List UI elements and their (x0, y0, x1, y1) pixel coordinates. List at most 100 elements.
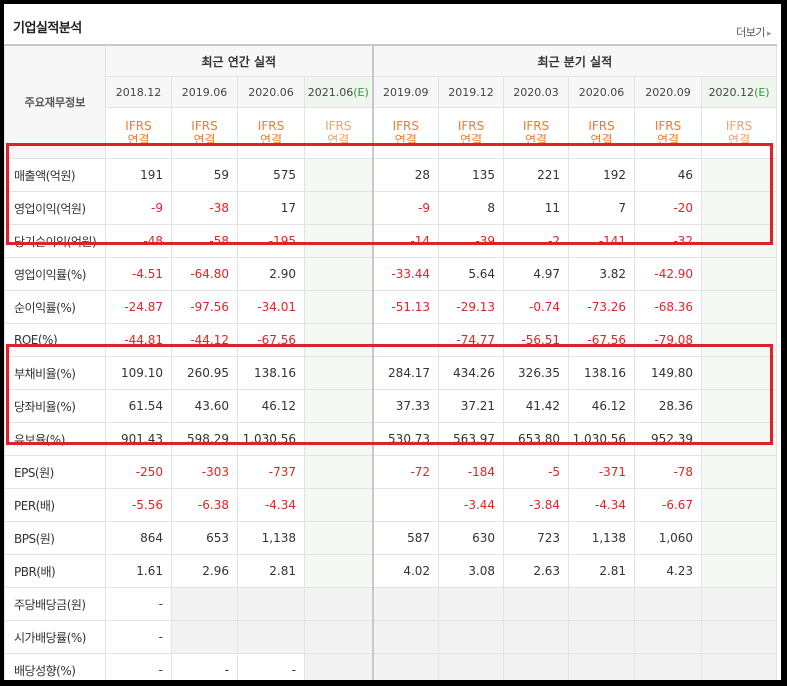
value-cell (701, 224, 778, 258)
row-label: PER(배) (4, 488, 106, 522)
period-header: 2019.06 (171, 76, 238, 108)
estimate-mark: (E) (353, 85, 369, 99)
value-cell: -3.84 (503, 488, 570, 522)
value-cell (701, 620, 778, 654)
value-cell (303, 389, 374, 423)
value-cell: -4.34 (237, 488, 305, 522)
value-cell: 3.08 (438, 554, 505, 588)
value-cell (303, 191, 374, 225)
value-cell: 7 (568, 191, 636, 225)
value-cell (503, 653, 570, 680)
row-label: 주당배당금(원) (4, 587, 106, 621)
value-cell: 28 (371, 158, 440, 192)
value-cell: -42.90 (634, 257, 703, 291)
period-header: 2020.03 (503, 76, 570, 108)
table-row: 시가배당률(%) - (4, 620, 778, 654)
ifrs-label: IFRS (125, 119, 152, 133)
value-cell (303, 521, 374, 555)
financial-table: 주요재무정보 최근 연간 실적 최근 분기 실적 2018.12 2019.06 2… (4, 44, 778, 680)
value-cell (303, 158, 374, 192)
period-label: 2019.12 (448, 85, 494, 99)
row-label: 순이익률(%) (4, 290, 106, 324)
value-cell: -6.67 (634, 488, 703, 522)
value-cell: -33.44 (371, 257, 440, 291)
financial-panel: 기업실적분석 더보기 ▸ 주요재무정보 최근 연간 실적 최근 분기 실적 201… (4, 4, 781, 680)
period-label: 2020.06 (578, 85, 625, 99)
ifrs-label: IFRS (588, 119, 615, 133)
row-label: ROE(%) (4, 323, 106, 357)
value-cell (701, 356, 778, 390)
value-cell: -4.51 (105, 257, 172, 291)
value-cell: 37.33 (371, 389, 440, 423)
row-label: EPS(원) (4, 455, 106, 489)
table-row: 당좌비율(%) 61.54 43.60 46.12 37.33 37.21 41.42 46.… (4, 389, 778, 423)
ifrs-label: IFRS (257, 119, 285, 133)
value-cell: -34.01 (237, 290, 305, 324)
value-cell (503, 587, 570, 621)
value-cell: -9 (105, 191, 172, 225)
value-cell (303, 455, 374, 489)
value-cell: -3.44 (438, 488, 505, 522)
value-cell: 326.35 (503, 356, 570, 390)
value-cell: -250 (105, 455, 172, 489)
row-label: 매출액(억원) (4, 158, 106, 192)
estimate-mark: (E) (754, 85, 770, 99)
value-cell: 864 (105, 521, 172, 555)
ifrs-label: IFRS (725, 119, 753, 133)
value-cell: 563.97 (438, 422, 505, 456)
value-cell (303, 653, 374, 680)
period-header: 2021.06(E) (303, 76, 374, 108)
value-cell (371, 620, 440, 654)
row-label: 유보율(%) (4, 422, 106, 456)
period-header: 2019.09 (371, 76, 440, 108)
value-cell (568, 620, 636, 654)
quarter-group-header: 최근 분기 실적 (371, 44, 778, 77)
value-cell: 37.21 (438, 389, 505, 423)
value-cell (701, 587, 778, 621)
ifrs-label: IFRS (191, 119, 218, 133)
row-label: 영업이익(억원) (4, 191, 106, 225)
value-cell (171, 620, 238, 654)
value-cell: 5.64 (438, 257, 505, 291)
ifrs-basis-header: IFRS 연결 (237, 107, 305, 159)
value-cell: 630 (438, 521, 505, 555)
value-cell (303, 422, 374, 456)
value-cell (171, 587, 238, 621)
value-cell: 3.82 (568, 257, 636, 291)
period-header: 2020.09 (634, 76, 703, 108)
value-cell: 1.61 (105, 554, 172, 588)
value-cell (438, 653, 505, 680)
value-cell (701, 422, 778, 456)
value-cell: 43.60 (171, 389, 238, 423)
annual-group-header: 최근 연간 실적 (104, 44, 374, 77)
value-cell (303, 257, 374, 291)
value-cell (634, 620, 703, 654)
value-cell: -78 (634, 455, 703, 489)
value-cell: -68.36 (634, 290, 703, 324)
row-label: BPS(원) (4, 521, 106, 555)
value-cell: -44.12 (171, 323, 238, 357)
value-cell (303, 488, 374, 522)
value-cell (568, 653, 636, 680)
row-label: 영업이익률(%) (4, 257, 106, 291)
value-cell: -64.80 (171, 257, 238, 291)
table-row: ROE(%) -44.81 -44.12 -67.56 -74.77 -56.51 -67.… (4, 323, 778, 357)
ifrs-basis-header: IFRS 연결 (568, 107, 636, 159)
value-cell: 135 (438, 158, 505, 192)
value-cell: 149.80 (634, 356, 703, 390)
period-label: 2021.06 (307, 85, 354, 99)
value-cell: 2.63 (503, 554, 570, 588)
period-label: 2019.06 (181, 85, 228, 99)
period-label: 2020.09 (645, 85, 691, 99)
period-label: 2020.12 (708, 85, 755, 99)
label-column-header: 주요재무정보 (4, 44, 106, 159)
period-label: 2020.06 (248, 85, 294, 99)
value-cell: -73.26 (568, 290, 636, 324)
value-cell (303, 290, 374, 324)
value-cell: -737 (237, 455, 305, 489)
value-cell: 46.12 (237, 389, 305, 423)
value-cell: -29.13 (438, 290, 505, 324)
ifrs-basis-header: IFRS 연결 (503, 107, 570, 159)
value-cell: 2.81 (237, 554, 305, 588)
more-link[interactable]: 더보기 ▸ (736, 24, 771, 40)
